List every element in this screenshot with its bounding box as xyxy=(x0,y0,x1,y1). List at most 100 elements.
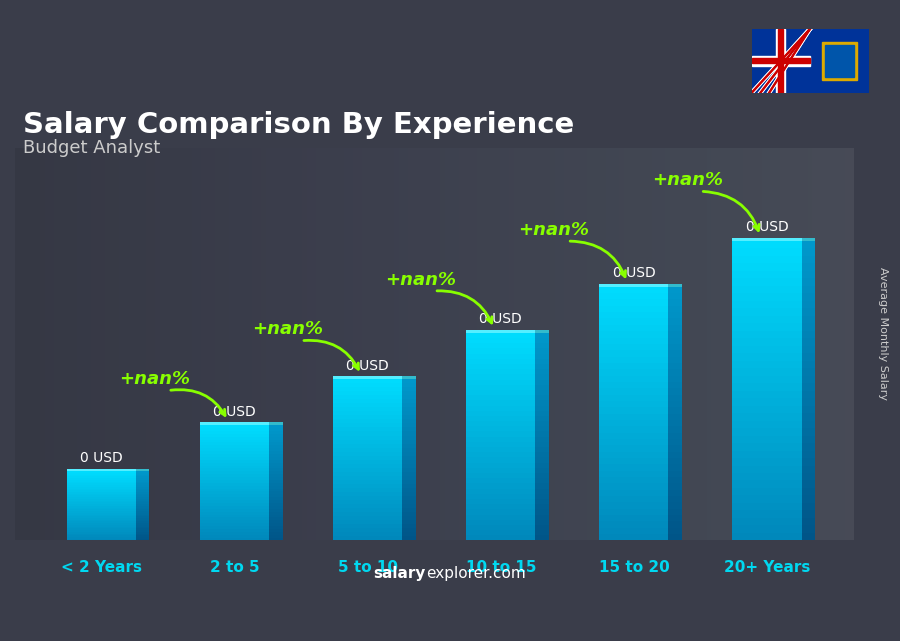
Bar xyxy=(669,401,682,407)
Bar xyxy=(466,520,536,525)
Bar xyxy=(200,517,269,520)
Bar xyxy=(599,350,669,356)
Bar xyxy=(67,532,136,533)
Bar xyxy=(333,500,402,504)
Bar xyxy=(733,435,802,443)
Bar xyxy=(536,431,549,437)
Bar xyxy=(733,240,802,248)
Bar xyxy=(536,379,549,385)
Bar xyxy=(802,390,814,398)
Bar xyxy=(67,471,136,473)
Bar xyxy=(136,503,149,504)
Bar xyxy=(333,376,402,379)
Bar xyxy=(733,361,802,368)
Text: explorer.com: explorer.com xyxy=(426,566,526,581)
Bar xyxy=(802,518,814,526)
Bar xyxy=(599,477,669,483)
Bar xyxy=(402,468,416,472)
Bar xyxy=(669,376,682,382)
Bar xyxy=(466,483,536,488)
Bar xyxy=(333,428,402,431)
Bar xyxy=(599,344,669,350)
Bar xyxy=(136,506,149,508)
Bar xyxy=(536,437,549,442)
Bar xyxy=(333,533,402,537)
Bar xyxy=(536,406,549,411)
Bar xyxy=(269,520,283,523)
Bar xyxy=(669,306,682,312)
Bar xyxy=(802,238,814,240)
Bar xyxy=(402,440,416,444)
Bar xyxy=(733,465,802,473)
Bar xyxy=(200,512,269,515)
Bar xyxy=(402,488,416,492)
Bar xyxy=(402,480,416,484)
Bar xyxy=(536,483,549,488)
Bar xyxy=(136,533,149,535)
Bar xyxy=(669,284,682,287)
Bar xyxy=(536,510,549,515)
Bar xyxy=(402,435,416,440)
Bar xyxy=(402,492,416,496)
Bar xyxy=(802,353,814,361)
Bar xyxy=(136,510,149,511)
Bar xyxy=(802,413,814,420)
Bar xyxy=(402,456,416,460)
Bar xyxy=(67,538,136,540)
Bar xyxy=(599,439,669,445)
Bar xyxy=(466,437,536,442)
Bar xyxy=(466,416,536,421)
Bar xyxy=(402,447,416,452)
Bar xyxy=(733,518,802,526)
Bar xyxy=(67,508,136,510)
Bar xyxy=(269,500,283,503)
Bar xyxy=(733,420,802,428)
Bar xyxy=(136,521,149,523)
Bar xyxy=(333,395,402,399)
Bar xyxy=(67,510,136,511)
Bar xyxy=(733,458,802,465)
Bar xyxy=(333,431,402,435)
Bar xyxy=(802,256,814,263)
Bar xyxy=(466,504,536,510)
Bar xyxy=(200,457,269,460)
Bar xyxy=(67,527,136,528)
Bar xyxy=(733,383,802,390)
Bar xyxy=(599,496,669,503)
Bar xyxy=(402,383,416,387)
Bar xyxy=(136,528,149,530)
Bar xyxy=(669,426,682,433)
Bar xyxy=(269,523,283,526)
Bar xyxy=(333,488,402,492)
Bar xyxy=(402,399,416,403)
Bar xyxy=(269,465,283,469)
Bar xyxy=(733,510,802,518)
Bar xyxy=(752,58,810,63)
Bar xyxy=(802,338,814,345)
Bar xyxy=(269,494,283,497)
Bar xyxy=(466,525,536,530)
Bar xyxy=(466,421,536,426)
Bar xyxy=(402,419,416,424)
Bar xyxy=(466,401,536,406)
Text: 5 to 10: 5 to 10 xyxy=(338,560,398,575)
Bar xyxy=(67,476,136,478)
Bar xyxy=(269,529,283,532)
Bar xyxy=(802,308,814,315)
Bar xyxy=(200,471,269,474)
Bar xyxy=(200,425,269,428)
Bar xyxy=(67,537,136,538)
Bar xyxy=(333,383,402,387)
Bar xyxy=(599,382,669,388)
Bar xyxy=(136,497,149,499)
Bar xyxy=(333,415,402,419)
Bar xyxy=(466,330,536,333)
Bar xyxy=(669,452,682,458)
Bar xyxy=(466,431,536,437)
Bar xyxy=(333,399,402,403)
Bar xyxy=(599,420,669,426)
Bar xyxy=(200,500,269,503)
Bar xyxy=(536,338,549,344)
Bar xyxy=(466,468,536,473)
Bar xyxy=(269,448,283,451)
